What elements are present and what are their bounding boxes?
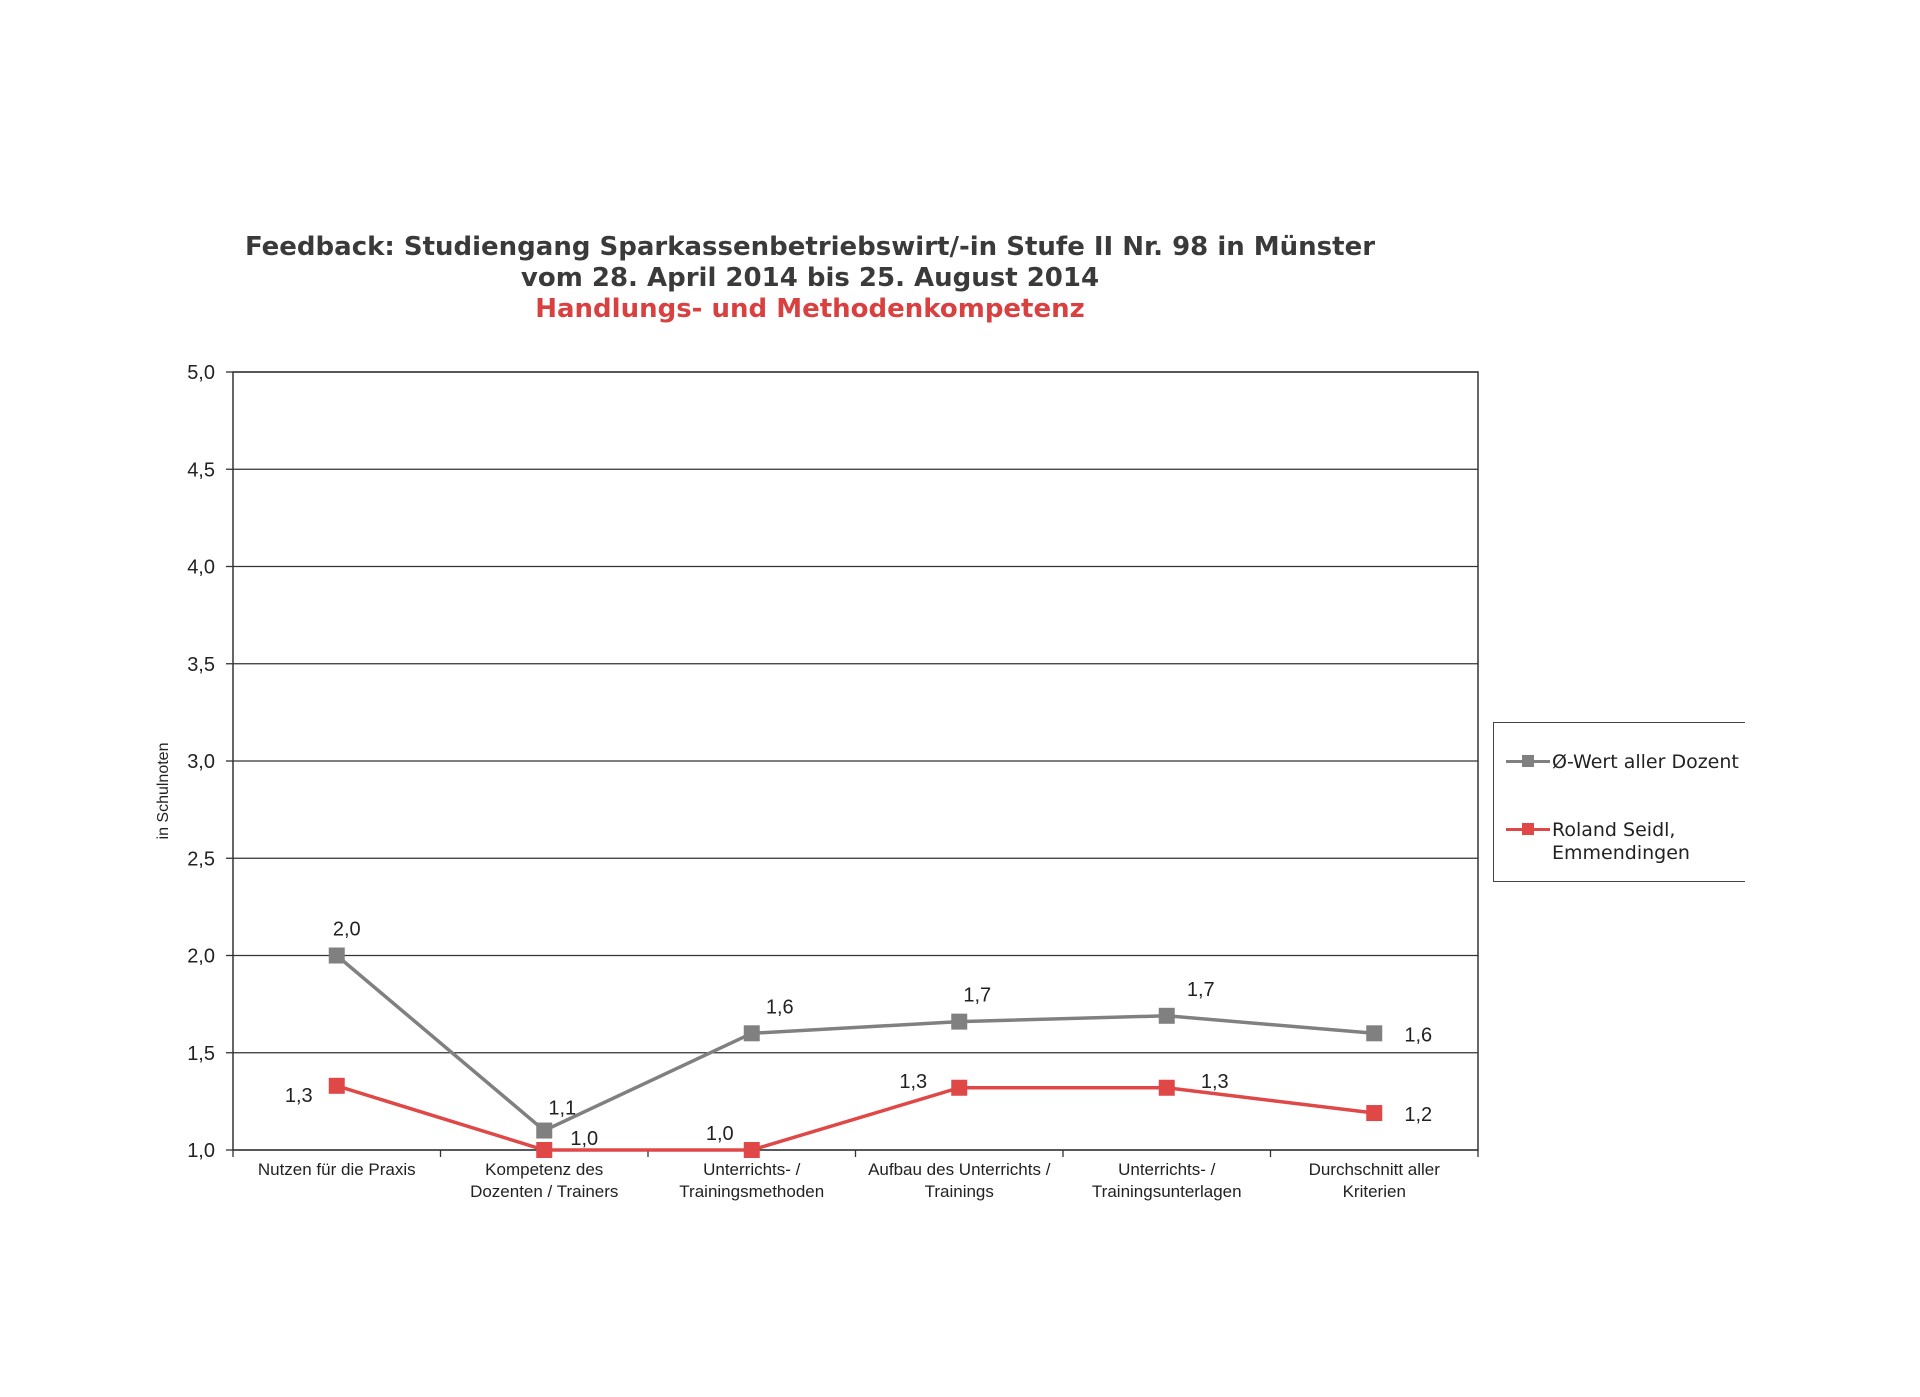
data-label-avg: 1,6 bbox=[1404, 1024, 1432, 1046]
x-category-label: Unterrichts- / Trainingsmethoden bbox=[679, 1160, 824, 1201]
y-tick-label: 5,0 bbox=[187, 362, 215, 384]
data-label-avg: 1,7 bbox=[1187, 979, 1215, 1001]
legend-label-seidl: Roland Seidl, Emmendingen bbox=[1552, 819, 1690, 864]
legend-label-avg: Ø-Wert aller Dozent bbox=[1552, 751, 1739, 773]
y-tick-label: 3,0 bbox=[187, 751, 215, 773]
data-point-seidl bbox=[1158, 1079, 1175, 1096]
data-point-avg bbox=[328, 947, 345, 964]
x-category-label: Durchschnitt aller Kriterien bbox=[1309, 1160, 1441, 1201]
y-tick-label: 1,0 bbox=[187, 1140, 215, 1162]
data-point-seidl bbox=[536, 1142, 553, 1158]
chart-subtitle-topic: Handlungs- und Methodenkompetenz bbox=[535, 294, 1085, 324]
chart-subtitle-date: vom 28. April 2014 bis 25. August 2014 bbox=[520, 263, 1100, 293]
data-point-seidl bbox=[951, 1079, 968, 1096]
data-point-avg bbox=[1366, 1025, 1383, 1042]
x-category-label: Aufbau des Unterrichts / Trainings bbox=[868, 1160, 1051, 1201]
data-label-avg: 1,6 bbox=[766, 996, 794, 1018]
y-axis-label: in Schulnoten bbox=[155, 743, 172, 840]
data-point-avg bbox=[1158, 1007, 1175, 1024]
y-tick-label: 1,5 bbox=[187, 1043, 215, 1065]
legend-swatch-seidl bbox=[1504, 819, 1552, 839]
data-label-avg: 1,1 bbox=[548, 1098, 576, 1120]
x-category-label: Unterrichts- / Trainingsunterlagen bbox=[1092, 1160, 1242, 1201]
legend: Ø-Wert aller Dozent Roland Seidl, Emmend… bbox=[1493, 722, 1745, 882]
x-category-label: Kompetenz des Dozenten / Trainers bbox=[470, 1160, 618, 1201]
series-line-avg bbox=[335, 954, 1375, 1133]
data-point-seidl bbox=[328, 1077, 345, 1094]
legend-item-seidl: Roland Seidl, Emmendingen bbox=[1504, 819, 1690, 865]
data-label-seidl: 1,3 bbox=[899, 1071, 927, 1093]
series-line-seidl bbox=[336, 1084, 1375, 1152]
legend-swatch-avg bbox=[1504, 751, 1552, 771]
x-category-label: Nutzen für die Praxis bbox=[258, 1160, 416, 1179]
data-point-avg bbox=[743, 1025, 760, 1042]
data-label-seidl: 1,3 bbox=[1201, 1071, 1229, 1093]
data-point-avg bbox=[536, 1122, 553, 1139]
data-point-avg bbox=[951, 1013, 968, 1030]
data-label-seidl: 1,0 bbox=[706, 1123, 734, 1145]
y-tick-label: 3,5 bbox=[187, 654, 215, 676]
chart-title: Feedback: Studiengang Sparkassenbetriebs… bbox=[244, 232, 1376, 262]
data-label-seidl: 1,0 bbox=[570, 1128, 598, 1150]
data-label-seidl: 1,2 bbox=[1404, 1104, 1432, 1126]
y-tick-label: 4,0 bbox=[187, 557, 215, 579]
y-tick-label: 2,0 bbox=[187, 946, 215, 968]
data-label-avg: 2,0 bbox=[333, 919, 361, 941]
data-point-seidl bbox=[743, 1142, 760, 1158]
data-point-seidl bbox=[1366, 1105, 1383, 1122]
data-label-avg: 1,7 bbox=[963, 985, 991, 1007]
legend-item-avg: Ø-Wert aller Dozent bbox=[1504, 751, 1739, 774]
y-tick-label: 4,5 bbox=[187, 459, 215, 481]
data-label-seidl: 1,3 bbox=[285, 1085, 313, 1107]
y-tick-label: 2,5 bbox=[187, 848, 215, 870]
